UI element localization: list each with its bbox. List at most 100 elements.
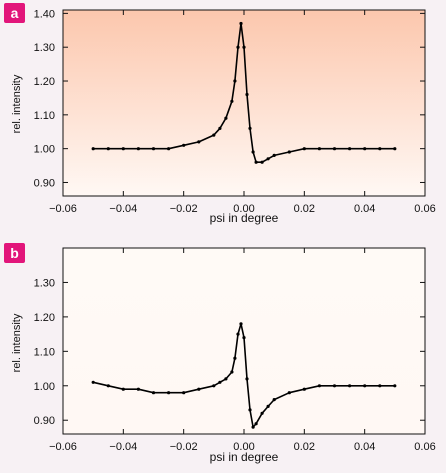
panel-a-data-point — [230, 99, 234, 103]
panel-b-data-point — [348, 384, 352, 388]
panel-a-y-tick-label: 1.00 — [34, 144, 55, 156]
panel-a: a rel. intensity psi in degree 0.90 1.00 1… — [4, 3, 436, 225]
panel-a-data-point — [212, 133, 216, 137]
panel-b-data-point — [378, 384, 382, 388]
panel-b-data-point — [91, 380, 95, 384]
panel-a-tag: a — [11, 5, 19, 21]
panel-a-data-point — [332, 147, 337, 151]
panel-a-y-tick-label: 1.10 — [34, 110, 55, 122]
panel-a-ticks: 0.90 1.00 1.10 1.20 1.30 1.40 −0.06 −0.04 −0.02 0… — [34, 8, 436, 215]
panel-b-data-point — [239, 322, 243, 326]
panel-b-data-point — [230, 370, 234, 374]
panel-a-data-point — [242, 45, 246, 49]
panel-a-data-point — [302, 147, 306, 151]
panel-a-x-tick-label: 0.06 — [414, 203, 435, 215]
panel-b-data-point — [197, 387, 201, 391]
panel-a-x-axis-label: psi in degree — [210, 211, 279, 225]
panel-b-data-point — [287, 391, 291, 395]
panel-a-x-tick-label: 0.04 — [354, 203, 375, 215]
panel-b-data-point — [218, 380, 222, 384]
panel-a-plot-area — [62, 9, 426, 197]
panel-a-data-point — [106, 147, 110, 151]
panel-b-x-tick-label: −0.04 — [109, 441, 137, 453]
panel-a-x-tick-label: −0.04 — [109, 203, 137, 215]
panel-b-data-point — [245, 377, 249, 381]
panel-a-data-point — [363, 147, 367, 151]
panel-b-data-point — [233, 356, 237, 360]
panel-a-y-axis-label: rel. intensity — [11, 74, 23, 133]
panel-b-x-tick-label: 0.04 — [354, 441, 375, 453]
panel-b-data-point — [363, 384, 367, 388]
panel-a-data-point — [272, 153, 276, 157]
panel-b-y-tick-label: 1.30 — [34, 277, 55, 289]
panel-a-data-point — [91, 147, 95, 151]
panel-b-data-point — [332, 384, 337, 388]
panel-a-data-point — [248, 126, 252, 130]
panel-b-y-axis-label: rel. intensity — [11, 313, 23, 372]
panel-a-x-tick-label: 0.00 — [233, 203, 254, 215]
panel-b-data-point — [121, 387, 125, 391]
panel-a-y-tick-label: 0.90 — [34, 177, 55, 189]
panel-a-data-point — [260, 160, 264, 164]
panel-b-data-point — [224, 377, 228, 381]
panel-a-x-tick-label: −0.02 — [170, 203, 198, 215]
panel-a-data-point — [393, 147, 397, 151]
panel-a-data-point — [251, 150, 255, 154]
panel-b-series — [91, 322, 397, 429]
panel-b-data-point — [167, 391, 171, 395]
panel-b-data-point — [254, 422, 258, 426]
panel-a-y-tick-label: 1.20 — [34, 76, 55, 88]
panel-b: b rel. intensity psi in degree 0.90 1.00 1… — [4, 243, 436, 464]
panel-a-data-point — [245, 92, 249, 97]
panel-a-x-tick-label: 0.02 — [294, 203, 315, 215]
panel-a-data-point — [218, 126, 222, 130]
panel-b-data-point — [248, 408, 252, 412]
panel-b-data-point — [317, 384, 321, 388]
panel-a-x-tick-label: −0.06 — [49, 203, 77, 215]
panel-a-data-point — [239, 21, 243, 26]
panel-a-data-point — [197, 140, 201, 144]
panel-b-data-point — [182, 391, 186, 395]
panel-a-data-point — [287, 150, 291, 154]
panel-b-ticks: 0.90 1.00 1.10 1.20 1.30 −0.06 −0.04 −0.02 0.00 0… — [34, 248, 436, 453]
panel-b-x-tick-label: 0.02 — [294, 441, 315, 453]
panel-b-x-tick-label: 0.06 — [414, 441, 435, 453]
panel-a-y-tick-label: 1.40 — [34, 8, 55, 20]
panel-b-data-point — [236, 332, 240, 336]
panel-a-data-point — [233, 79, 237, 83]
panel-b-data-point — [212, 384, 216, 388]
panel-b-data-point — [242, 336, 246, 340]
panel-b-tag-box — [4, 243, 25, 263]
panel-b-x-axis-label: psi in degree — [210, 450, 279, 464]
panel-b-data-point — [302, 387, 306, 391]
panel-b-x-tick-label: 0.00 — [233, 441, 254, 453]
panel-b-y-tick-label: 1.20 — [34, 312, 55, 324]
panel-a-data-point — [317, 147, 321, 151]
panel-b-data-point — [260, 411, 264, 415]
panel-b-data-point — [272, 398, 276, 402]
panel-a-data-point — [266, 157, 270, 161]
panel-b-data-point — [393, 384, 397, 388]
panel-a-y-tick-label: 1.30 — [34, 42, 55, 54]
panel-b-data-point — [266, 404, 270, 408]
panel-a-data-point — [254, 160, 258, 164]
panel-a-data-point — [151, 147, 156, 151]
panel-b-y-tick-label: 1.10 — [34, 346, 55, 358]
panel-a-data-point — [348, 147, 352, 151]
panel-b-y-tick-label: 0.90 — [34, 415, 55, 427]
panel-a-data-point — [378, 147, 382, 151]
panel-a-data-point — [182, 143, 186, 147]
panel-b-data-point — [151, 391, 156, 395]
panel-a-tag-box — [4, 3, 25, 23]
panel-a-data-point — [224, 116, 228, 120]
panel-a-data-point — [236, 45, 240, 49]
panel-b-y-tick-label: 1.00 — [34, 381, 55, 393]
panel-a-data-point — [136, 147, 140, 151]
panel-a-data-point — [167, 147, 171, 151]
panel-b-data-point — [251, 425, 255, 429]
panel-a-series — [91, 21, 397, 164]
panel-b-x-tick-label: −0.06 — [49, 441, 77, 453]
panel-b-x-tick-label: −0.02 — [170, 441, 198, 453]
